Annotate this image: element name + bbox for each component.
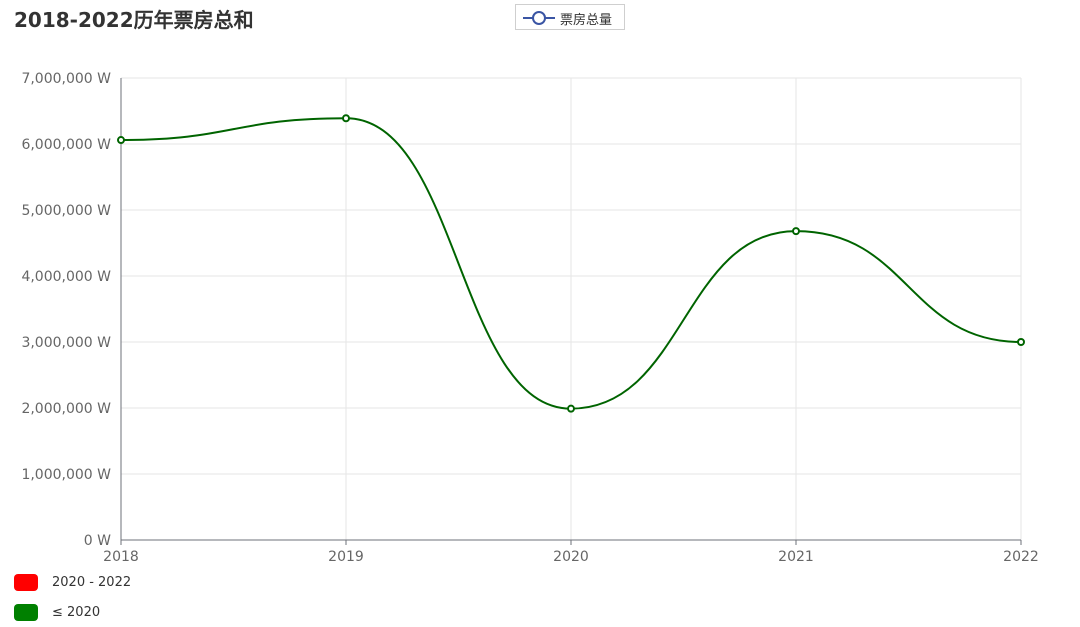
visual-map-swatch [14,573,38,591]
data-point [1017,338,1025,346]
visual-map-label: ≤ 2020 [52,604,101,620]
y-tick-label: 2,000,000 W [21,401,111,417]
data-point [342,114,350,123]
x-tick-label: 2019 [328,549,364,565]
data-point [567,404,575,413]
chart-title: 2018-2022历年票房总和 [14,8,254,32]
x-tick-label: 2022 [1003,549,1039,565]
circle-line-icon [523,11,555,25]
y-tick-label: 6,000,000 W [21,137,111,153]
y-tick-label: 1,000,000 W [21,467,111,483]
visual-map-item-high[interactable]: 2020 - 2022 [14,572,131,592]
legend-item[interactable]: 票房总量 [515,4,625,30]
visual-map-label: 2020 - 2022 [52,574,132,590]
x-tick-label: 2020 [553,549,589,565]
y-tick-label: 4,000,000 W [21,269,111,285]
data-point [792,227,800,236]
visual-map-item-low[interactable]: ≤ 2020 [14,602,100,622]
y-tick-label: 3,000,000 W [21,335,111,351]
y-tick-label: 0 W [84,533,111,549]
x-tick-label: 2021 [778,549,814,565]
visual-map-swatch [14,603,38,621]
data-point [117,136,125,145]
y-tick-label: 7,000,000 W [21,71,111,87]
legend-label: 票房总量 [560,13,613,28]
y-tick-label: 5,000,000 W [21,203,111,219]
x-tick-label: 2018 [103,549,139,565]
